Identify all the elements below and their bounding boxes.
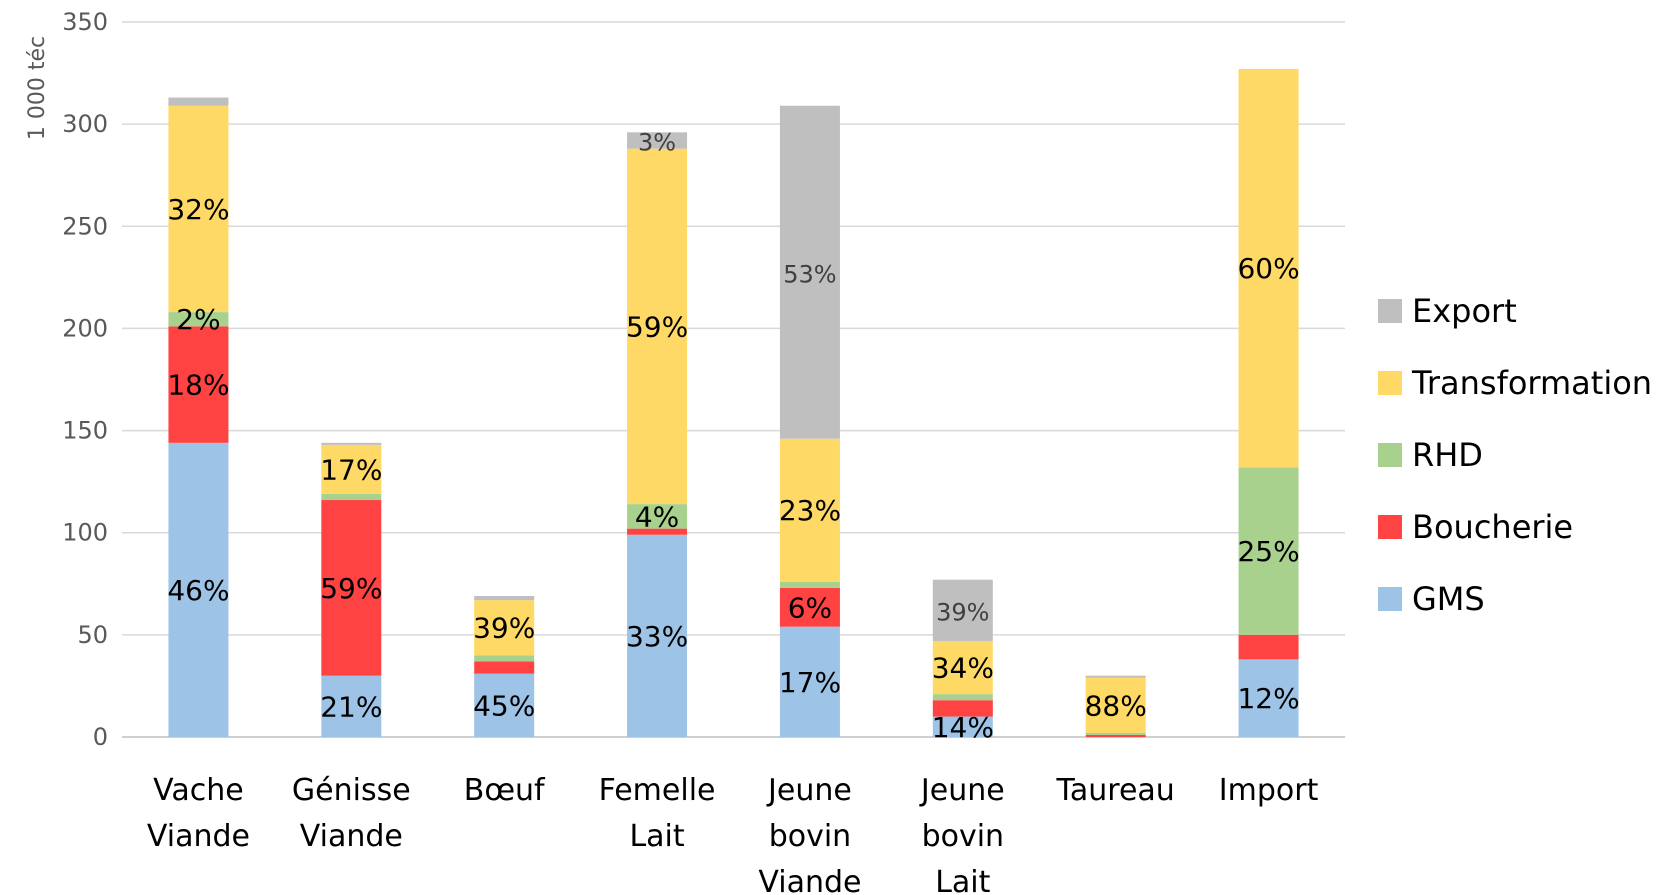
bar-segment xyxy=(1085,675,1146,678)
data-label: 4% xyxy=(635,500,679,533)
y-tick-label: 200 xyxy=(62,314,108,342)
x-tick-label: Taureau xyxy=(1056,773,1175,808)
x-tick-label: Jeune bovin Viande xyxy=(758,773,861,895)
bar-segment xyxy=(1085,734,1146,737)
legend-label: GMS xyxy=(1412,580,1485,618)
y-tick-label: 100 xyxy=(62,519,108,547)
data-label: 12% xyxy=(1237,682,1299,715)
data-label: 59% xyxy=(320,572,382,605)
y-tick-label: 350 xyxy=(62,8,108,36)
bar-segment xyxy=(474,661,535,674)
bar-segment xyxy=(627,528,688,535)
data-label: 18% xyxy=(167,369,229,402)
legend-label: RHD xyxy=(1412,436,1483,474)
bar-segment xyxy=(321,444,382,494)
y-axis-ticks: 0 50 100 150 200 250 300 350 xyxy=(62,8,108,751)
bar-segment xyxy=(932,700,993,717)
bar-segment xyxy=(779,438,840,582)
bar-segment xyxy=(474,596,535,601)
y-tick-label: 0 xyxy=(93,723,108,751)
data-label: 39% xyxy=(473,612,535,645)
data-label: 46% xyxy=(167,574,229,607)
bar-segment xyxy=(474,600,535,656)
x-tick-label: Génisse Viande xyxy=(292,773,411,854)
bar-segment xyxy=(321,500,382,676)
bar-segment xyxy=(932,694,993,701)
bar-segment xyxy=(779,581,840,588)
bar-segment xyxy=(627,148,688,505)
bar-segment xyxy=(1085,677,1146,733)
gridlines xyxy=(122,21,1345,738)
data-label: 39% xyxy=(936,598,989,626)
bar-segment xyxy=(932,579,993,641)
legend: Export Transformation RHD Boucherie GMS xyxy=(1378,292,1652,618)
bar-segment xyxy=(779,626,840,737)
legend-swatch xyxy=(1378,371,1402,395)
y-tick-label: 300 xyxy=(62,110,108,138)
bar-segment xyxy=(1238,634,1299,660)
y-tick-label: 250 xyxy=(62,212,108,240)
data-label: 21% xyxy=(320,690,382,723)
data-label: 14% xyxy=(932,711,994,744)
bar-segment xyxy=(627,534,688,737)
bar-segment xyxy=(1238,467,1299,635)
data-label: 25% xyxy=(1237,535,1299,568)
y-axis-label: 1 000 téc xyxy=(25,36,50,140)
legend-label: Export xyxy=(1412,292,1517,330)
bar-segment xyxy=(321,493,382,501)
data-label: 6% xyxy=(788,591,832,624)
bar-segment xyxy=(168,97,229,106)
bar-segment xyxy=(627,132,688,149)
bar-segment xyxy=(779,105,840,439)
bar-segment xyxy=(627,504,688,529)
data-label: 17% xyxy=(320,453,382,486)
bar-segment xyxy=(779,587,840,627)
data-label: 33% xyxy=(626,620,688,653)
bar-segment xyxy=(1238,68,1299,468)
legend-swatch xyxy=(1378,299,1402,323)
bar-segment xyxy=(321,442,382,445)
x-tick-label: Femelle Lait xyxy=(599,773,716,854)
bar-segment xyxy=(932,716,993,737)
data-label: 60% xyxy=(1237,252,1299,285)
bar-segment xyxy=(168,105,229,313)
bar-segment xyxy=(168,326,229,443)
x-tick-label: Bœuf xyxy=(464,773,546,808)
x-tick-label: Import xyxy=(1219,773,1319,808)
legend-swatch xyxy=(1378,443,1402,467)
data-label: 17% xyxy=(779,666,841,699)
data-label: 2% xyxy=(176,303,220,336)
data-label: 59% xyxy=(626,310,688,343)
segment-labels: 46% 18% 2% 32% 21% 59% 17% 45% 39% 33% 4% 59% 3% 17% 6… xyxy=(167,128,1299,743)
legend-swatch xyxy=(1378,515,1402,539)
bar-segment xyxy=(932,640,993,695)
data-label: 88% xyxy=(1085,689,1147,722)
bar-segment xyxy=(168,312,229,327)
x-axis-labels: Vache Viande Génisse Viande Bœuf Femelle Lait J… xyxy=(147,773,1319,895)
legend-label: Transformation xyxy=(1411,364,1652,402)
bar-segment xyxy=(474,673,535,737)
legend-label: Boucherie xyxy=(1412,508,1573,546)
bar-segment xyxy=(1085,732,1146,735)
data-label: 45% xyxy=(473,689,535,722)
bar-segment xyxy=(321,675,382,737)
bar-segment xyxy=(474,655,535,662)
legend-swatch xyxy=(1378,587,1402,611)
data-label: 3% xyxy=(638,128,676,156)
y-tick-label: 150 xyxy=(62,417,108,445)
y-tick-label: 50 xyxy=(77,621,108,649)
x-tick-label: Vache Viande xyxy=(147,773,250,854)
bar-segment xyxy=(168,442,229,737)
data-label: 53% xyxy=(783,260,836,288)
data-label: 32% xyxy=(167,193,229,226)
bars xyxy=(168,68,1299,737)
data-label: 34% xyxy=(932,652,994,685)
data-label: 23% xyxy=(779,494,841,527)
bar-segment xyxy=(1238,659,1299,737)
x-tick-label: Jeune bovin Lait xyxy=(919,773,1005,895)
